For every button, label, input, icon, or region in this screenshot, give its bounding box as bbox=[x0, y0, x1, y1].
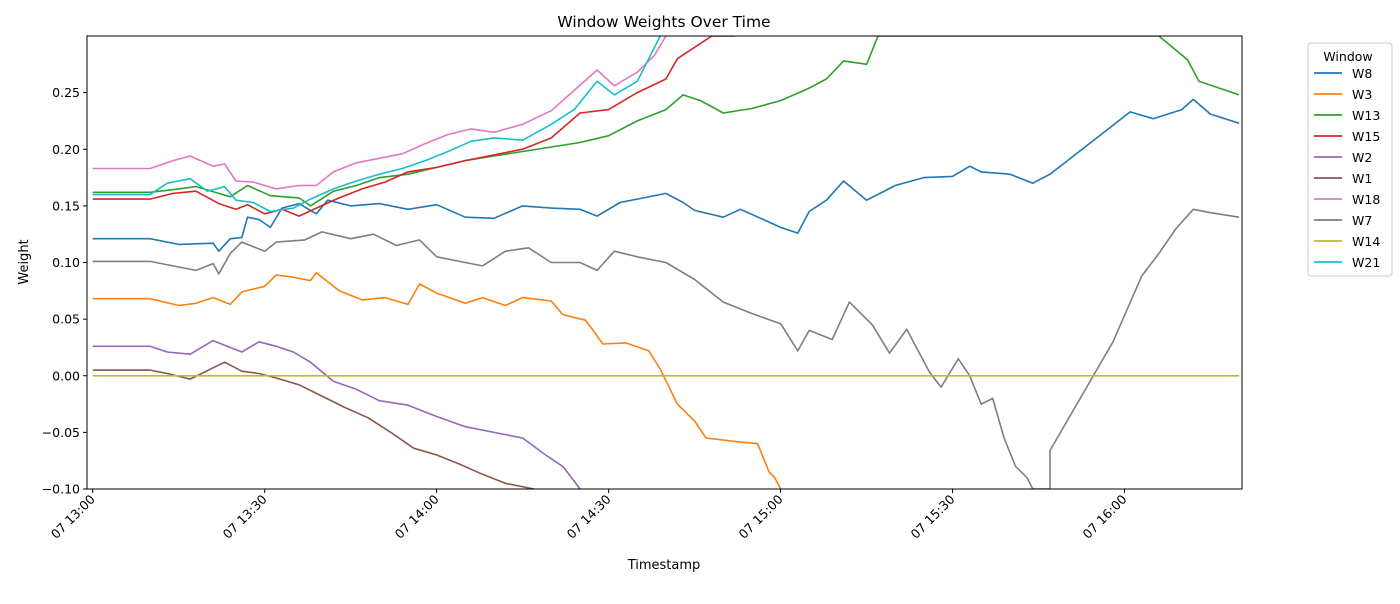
y-axis: −0.10 −0.05 0.00 0.05 0.10 0.15 0.20 0.25 bbox=[42, 85, 87, 497]
x-tick-label: 07 14:30 bbox=[564, 491, 614, 541]
chart-title: Window Weights Over Time bbox=[557, 13, 770, 31]
plot-area bbox=[86, 35, 1243, 490]
series-line-w18 bbox=[92, 36, 667, 190]
series-line-w21 bbox=[92, 36, 661, 213]
legend-title: Window bbox=[1323, 49, 1372, 64]
x-tick-label: 07 13:00 bbox=[48, 491, 98, 541]
y-tick-label: 0.25 bbox=[52, 85, 80, 100]
y-tick-label: −0.05 bbox=[42, 425, 80, 440]
x-tick-label: 07 16:00 bbox=[1079, 491, 1129, 541]
legend-label-w14: W14 bbox=[1352, 234, 1380, 249]
legend-label-w3: W3 bbox=[1352, 87, 1372, 102]
y-axis-label: Weight bbox=[17, 239, 32, 284]
legend-label-w7: W7 bbox=[1352, 213, 1372, 228]
legend-label-w21: W21 bbox=[1352, 255, 1380, 270]
x-tick-label: 07 14:00 bbox=[392, 491, 442, 541]
legend-label-w8: W8 bbox=[1352, 66, 1372, 81]
x-tick-label: 07 13:30 bbox=[220, 491, 270, 541]
y-tick-label: 0.20 bbox=[52, 142, 80, 157]
y-tick-label: 0.10 bbox=[52, 255, 80, 270]
y-tick-label: 0.15 bbox=[52, 198, 80, 213]
x-axis: 07 13:00 07 13:30 07 14:00 07 14:30 07 15:00… bbox=[48, 489, 1130, 542]
series-layer bbox=[92, 36, 1240, 489]
series-line-w13 bbox=[92, 36, 1240, 207]
legend-label-w18: W18 bbox=[1352, 192, 1380, 207]
legend-items: W8 W3 W13 W15 W2 W1 W18 W7 W14 W21 bbox=[1314, 66, 1380, 270]
legend: Window W8 W3 W13 W15 W2 W1 W18 W7 W14 W21 bbox=[1307, 42, 1393, 277]
series-line-w8 bbox=[92, 98, 1240, 252]
x-axis-label: Timestamp bbox=[627, 558, 701, 573]
y-tick-label: 0.05 bbox=[52, 312, 80, 327]
x-tick-label: 07 15:00 bbox=[736, 491, 786, 541]
series-line-w2 bbox=[92, 339, 581, 489]
series-line-w7 bbox=[92, 208, 1240, 489]
legend-label-w13: W13 bbox=[1352, 108, 1380, 123]
legend-label-w2: W2 bbox=[1352, 150, 1372, 165]
legend-frame bbox=[1307, 42, 1393, 277]
series-line-w1 bbox=[92, 361, 535, 489]
y-tick-label: 0.00 bbox=[52, 368, 80, 383]
series-line-w15 bbox=[92, 36, 735, 217]
series-line-w3 bbox=[92, 271, 782, 489]
y-tick-label: −0.10 bbox=[42, 482, 80, 497]
x-tick-label: 07 15:30 bbox=[908, 491, 958, 541]
legend-label-w1: W1 bbox=[1352, 171, 1372, 186]
legend-label-w15: W15 bbox=[1352, 129, 1380, 144]
